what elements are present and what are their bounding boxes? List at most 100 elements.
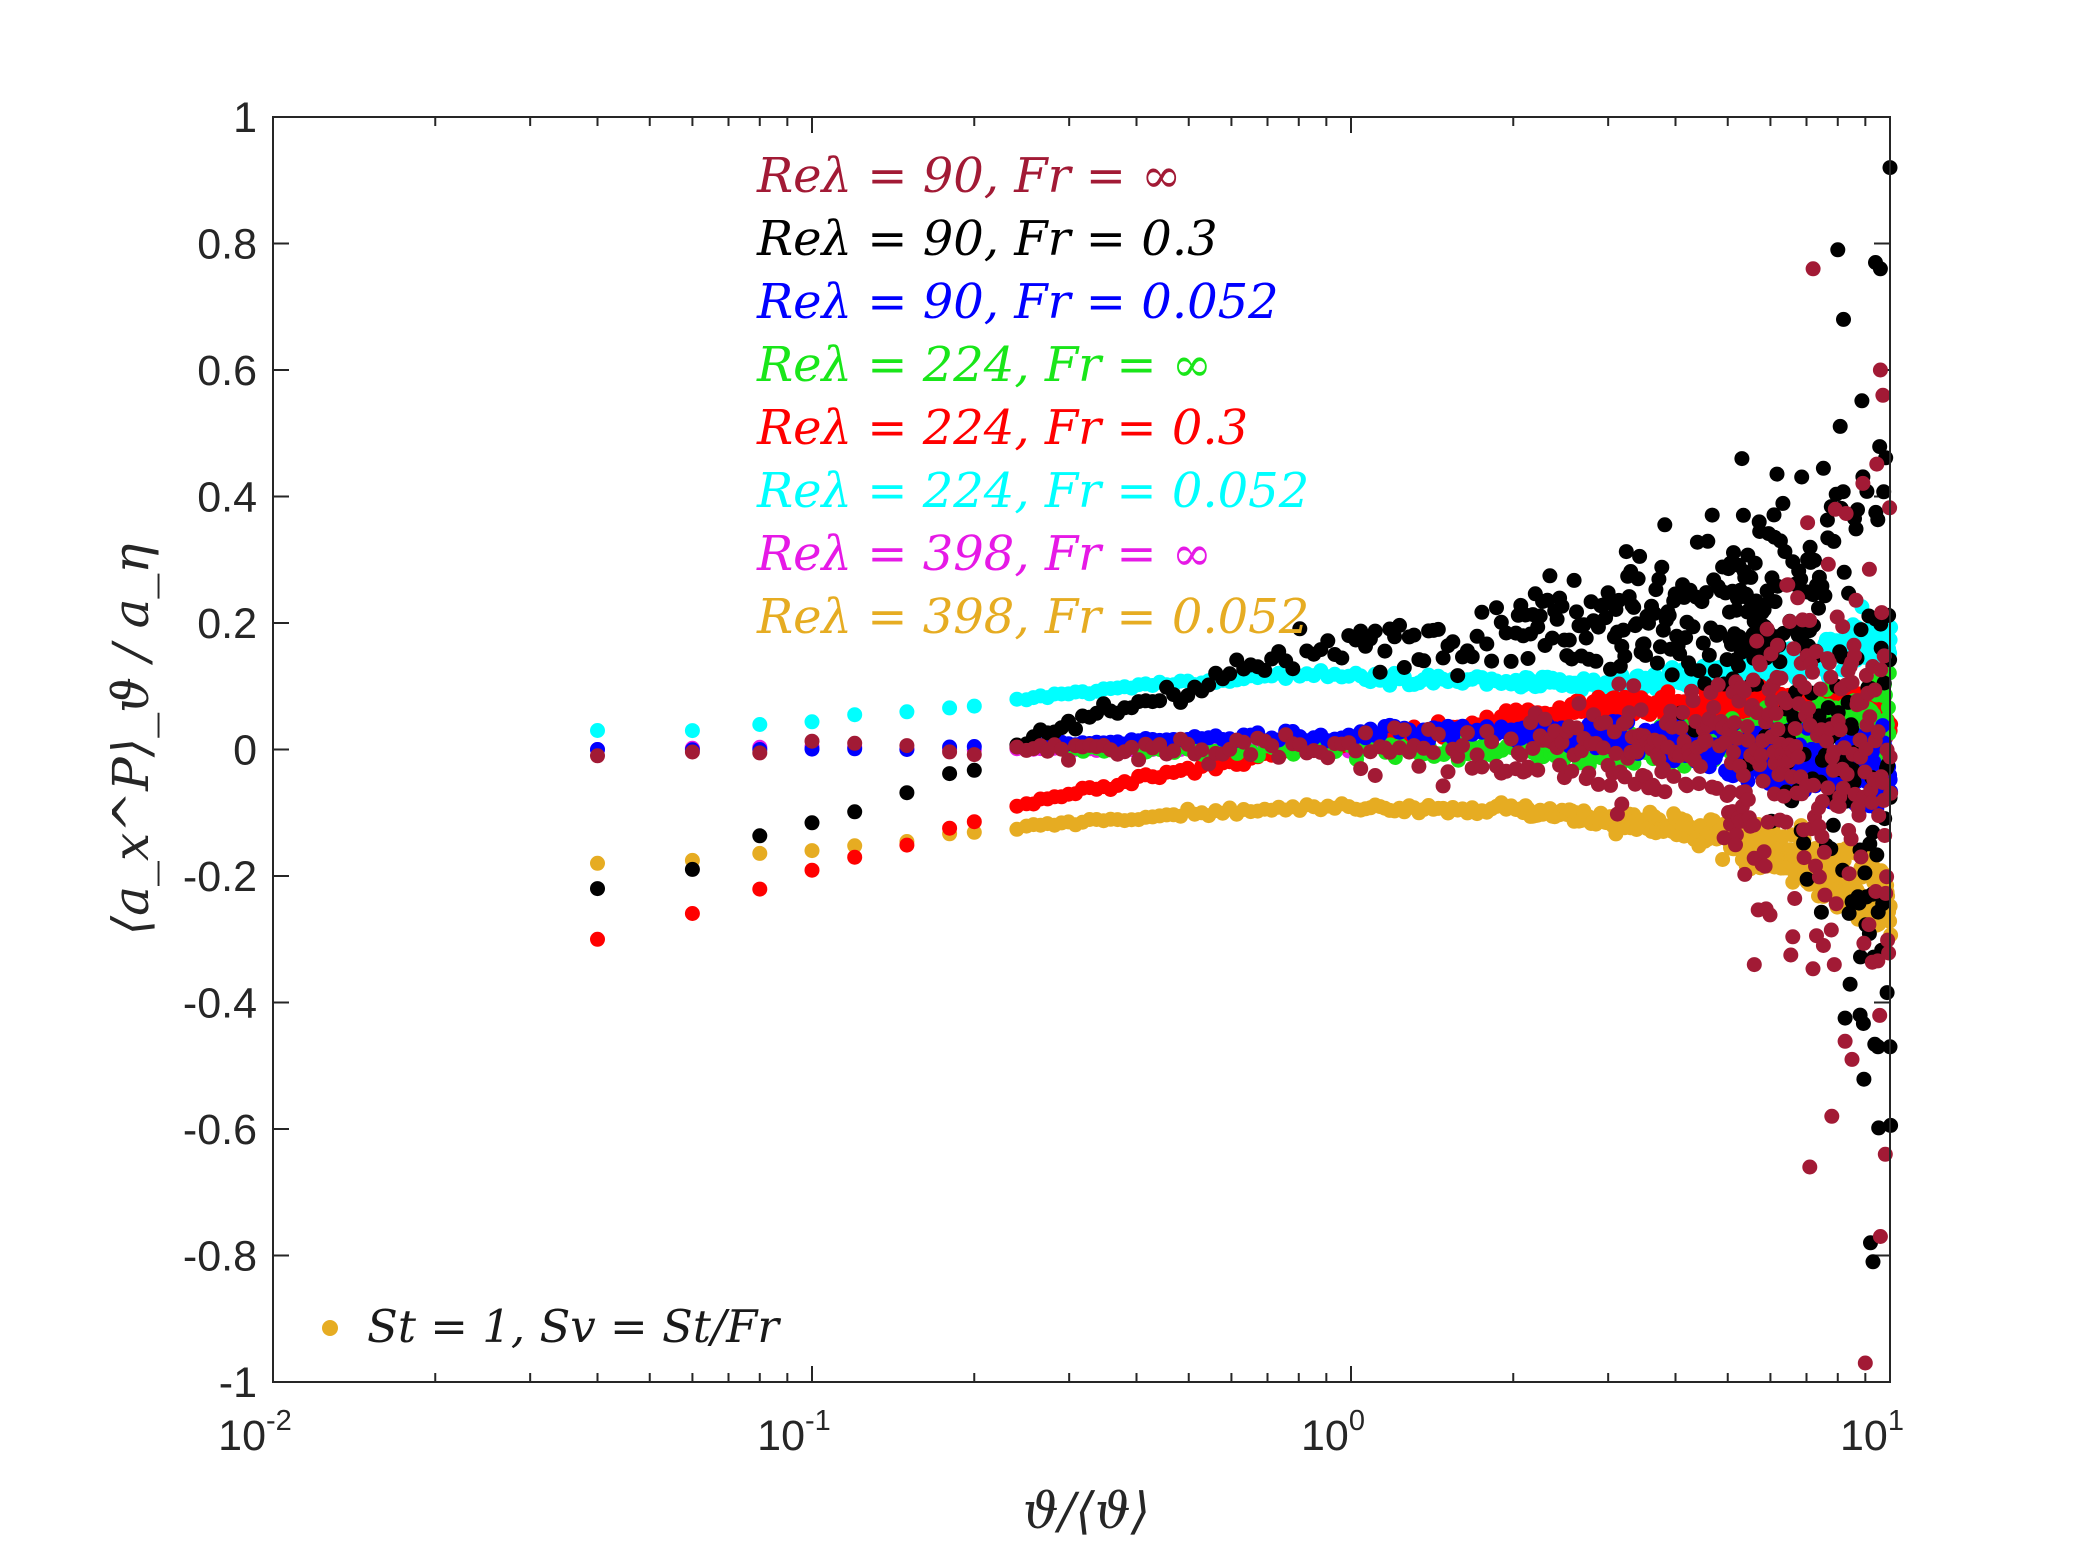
data-point bbox=[1334, 650, 1350, 666]
data-point bbox=[1320, 750, 1336, 766]
data-point bbox=[684, 744, 700, 760]
data-point bbox=[1821, 655, 1837, 671]
data-point bbox=[1348, 743, 1364, 759]
data-point bbox=[1678, 630, 1694, 646]
x-tick-label: 101 bbox=[1840, 1405, 1904, 1460]
data-point bbox=[1837, 1033, 1853, 1049]
data-point bbox=[1484, 653, 1500, 669]
data-point bbox=[1292, 621, 1308, 637]
data-point bbox=[1464, 649, 1480, 665]
y-tick-label: -0.8 bbox=[183, 1233, 257, 1281]
data-point bbox=[1455, 738, 1470, 754]
data-point bbox=[1691, 663, 1707, 679]
data-point bbox=[1730, 658, 1746, 674]
data-point bbox=[1785, 929, 1801, 945]
data-point bbox=[1880, 932, 1896, 948]
data-point bbox=[1775, 495, 1791, 511]
x-tick-label: 10-1 bbox=[757, 1405, 831, 1460]
data-point bbox=[1564, 763, 1580, 779]
data-point bbox=[1799, 871, 1815, 887]
data-point bbox=[1264, 738, 1280, 754]
data-point bbox=[1776, 788, 1792, 804]
data-point bbox=[684, 723, 700, 739]
data-point bbox=[1734, 451, 1750, 467]
data-point bbox=[1450, 668, 1466, 684]
data-point bbox=[1484, 734, 1500, 750]
y-tick-label: -0.4 bbox=[183, 980, 257, 1028]
data-point bbox=[684, 861, 700, 877]
data-point bbox=[1777, 544, 1793, 560]
data-point bbox=[1873, 662, 1889, 678]
data-point bbox=[1581, 765, 1597, 781]
data-point bbox=[1835, 780, 1851, 796]
data-point bbox=[1054, 741, 1069, 757]
data-point bbox=[1603, 777, 1618, 793]
legend-entry: Reλ = 398, Fr = 0.052 bbox=[756, 589, 1309, 645]
data-point bbox=[1861, 917, 1877, 933]
data-point bbox=[1749, 633, 1765, 649]
data-point bbox=[1773, 670, 1789, 686]
data-point bbox=[1698, 585, 1714, 601]
data-point bbox=[1820, 556, 1836, 572]
data-point bbox=[1826, 957, 1842, 973]
data-point bbox=[1805, 261, 1821, 277]
data-point bbox=[1824, 1108, 1840, 1124]
data-point bbox=[1430, 621, 1446, 637]
data-point bbox=[1353, 761, 1369, 777]
data-point bbox=[590, 723, 605, 738]
data-point bbox=[1783, 947, 1799, 963]
data-point bbox=[1812, 681, 1828, 697]
data-point bbox=[1201, 756, 1217, 772]
axis-ticks bbox=[272, 116, 1891, 1383]
data-point bbox=[1691, 776, 1707, 792]
data-point bbox=[1846, 637, 1862, 653]
legend-entry: Reλ = 224, Fr = ∞ bbox=[756, 337, 1212, 393]
x-tick-labels: 10-2 10-1 100 101 bbox=[218, 1405, 1904, 1460]
data-point bbox=[1377, 643, 1393, 659]
data-point bbox=[1396, 660, 1412, 675]
data-point bbox=[1716, 830, 1732, 846]
data-point bbox=[1629, 744, 1645, 760]
data-point bbox=[1700, 533, 1716, 549]
data-point bbox=[847, 804, 863, 820]
data-point bbox=[1743, 569, 1759, 585]
data-point bbox=[1780, 577, 1796, 593]
data-point bbox=[847, 849, 863, 865]
data-point bbox=[1646, 605, 1662, 621]
data-point bbox=[1257, 662, 1273, 678]
data-point bbox=[1853, 849, 1869, 865]
data-point bbox=[1554, 598, 1570, 614]
data-point bbox=[1853, 622, 1869, 638]
legend-entry: Reλ = 90, Fr = 0.052 bbox=[756, 274, 1279, 330]
data-point bbox=[1626, 678, 1642, 694]
data-point bbox=[1630, 571, 1646, 587]
data-point bbox=[1595, 740, 1611, 756]
y-tick-label: -1 bbox=[219, 1359, 257, 1407]
data-point bbox=[1425, 745, 1441, 760]
data-point bbox=[1618, 544, 1634, 560]
data-point bbox=[1489, 600, 1504, 616]
data-point bbox=[1236, 734, 1252, 750]
data-point bbox=[847, 735, 863, 751]
data-point bbox=[1737, 866, 1753, 882]
x-axis-label: ϑ/⟨ϑ⟩ bbox=[1023, 1482, 1150, 1540]
data-point bbox=[1728, 837, 1743, 853]
data-point bbox=[1735, 768, 1751, 783]
data-point bbox=[1836, 311, 1851, 327]
data-point bbox=[1778, 695, 1794, 711]
data-point bbox=[1848, 592, 1864, 608]
data-point bbox=[752, 881, 768, 897]
data-point bbox=[1782, 614, 1798, 629]
data-point bbox=[1760, 814, 1776, 830]
data-point bbox=[1767, 594, 1783, 610]
data-point bbox=[1759, 621, 1775, 637]
data-point bbox=[1768, 705, 1784, 721]
data-point bbox=[1865, 1254, 1881, 1270]
data-point bbox=[1861, 561, 1877, 577]
data-point bbox=[1598, 714, 1614, 730]
data-point bbox=[1479, 636, 1495, 652]
data-point bbox=[1855, 475, 1871, 491]
data-point bbox=[1271, 749, 1287, 765]
data-point bbox=[1879, 869, 1895, 885]
data-point bbox=[1166, 743, 1182, 759]
